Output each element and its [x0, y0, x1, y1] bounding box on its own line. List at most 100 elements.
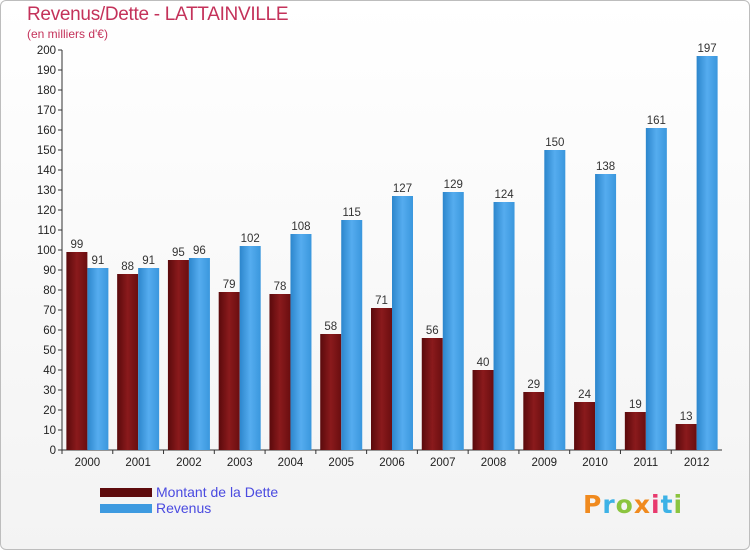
- logo-letter: i: [673, 490, 684, 519]
- y-tick-label: 10: [43, 425, 56, 437]
- y-tick-label: 170: [37, 105, 56, 117]
- bar-dette: [66, 252, 88, 450]
- y-tick-label: 0: [50, 445, 56, 457]
- chart-title: Revenus/Dette - LATTAINVILLE: [27, 4, 289, 25]
- y-tick-label: 130: [37, 185, 56, 197]
- data-label-dette: 19: [629, 399, 642, 411]
- y-tick-label: 90: [43, 265, 56, 277]
- data-label-dette: 58: [324, 321, 337, 333]
- bar-revenus: [544, 150, 566, 450]
- data-label-revenus: 115: [343, 207, 361, 219]
- data-label-dette: 29: [527, 379, 540, 391]
- y-tick-label: 40: [43, 365, 56, 377]
- x-tick-label: 2003: [227, 457, 253, 469]
- bar-dette: [421, 338, 443, 450]
- y-tick-label: 20: [43, 405, 56, 417]
- data-label-dette: 56: [426, 325, 439, 337]
- data-label-dette: 99: [70, 239, 83, 251]
- bars: [66, 56, 718, 450]
- y-tick-label: 30: [43, 385, 56, 397]
- x-tick-label: 2006: [379, 457, 405, 469]
- y-tick-label: 180: [37, 85, 56, 97]
- data-label-dette: 13: [680, 411, 693, 423]
- bar-revenus: [493, 202, 515, 450]
- x-tick-label: 2005: [328, 457, 354, 469]
- x-tick-label: 2011: [633, 457, 658, 469]
- x-tick-label: 2009: [532, 457, 558, 469]
- legend-swatch-revenus: [100, 504, 152, 513]
- y-tick-label: 50: [43, 345, 56, 357]
- y-tick-label: 110: [38, 225, 56, 237]
- bar-dette: [472, 370, 494, 450]
- x-tick-label: 2010: [582, 457, 608, 469]
- y-tick-label: 70: [43, 305, 56, 317]
- y-tick-label: 80: [43, 285, 56, 297]
- bar-revenus: [696, 56, 718, 450]
- bar-dette: [574, 402, 596, 450]
- logo-letter: P: [583, 490, 603, 519]
- data-label-dette: 88: [121, 261, 134, 273]
- logo-letter: i: [651, 490, 661, 519]
- bar-dette: [218, 292, 240, 450]
- y-tick-label: 200: [37, 45, 56, 57]
- x-tick-label: 2004: [278, 457, 304, 469]
- data-label-revenus: 127: [393, 183, 412, 195]
- x-tick-label: 2012: [684, 457, 710, 469]
- data-label-revenus: 197: [698, 43, 717, 55]
- bar-revenus: [595, 174, 617, 450]
- data-label-revenus: 96: [193, 245, 206, 257]
- bar-revenus: [341, 220, 363, 450]
- y-tick-label: 120: [37, 205, 56, 217]
- bar-dette: [167, 260, 189, 450]
- data-label-revenus: 124: [494, 189, 514, 201]
- bar-dette: [371, 308, 392, 450]
- data-label-dette: 71: [375, 295, 388, 307]
- data-label-dette: 95: [172, 247, 185, 259]
- logo-letter: o: [615, 490, 634, 519]
- bar-dette: [117, 274, 139, 450]
- bar-revenus: [290, 234, 312, 450]
- bar-revenus: [645, 128, 667, 450]
- data-label-dette: 78: [274, 281, 287, 293]
- y-tick-label: 150: [37, 145, 56, 157]
- data-label-revenus: 161: [647, 115, 666, 127]
- data-label-revenus: 91: [91, 255, 104, 267]
- legend-swatch-debt: [100, 488, 152, 497]
- bar-dette: [624, 412, 646, 450]
- value-labels: 99 91 88 91 95 96 79 102 78 108 58 115 71 127 56 129 40 1…: [70, 43, 716, 423]
- bar-revenus: [138, 268, 160, 450]
- logo-letter: x: [633, 490, 651, 519]
- bar-revenus: [239, 246, 261, 450]
- x-tick-label: 2001: [125, 457, 151, 469]
- bar-dette: [320, 334, 342, 450]
- data-label-revenus: 129: [444, 179, 463, 191]
- data-label-dette: 40: [477, 357, 490, 369]
- data-label-revenus: 102: [241, 233, 260, 245]
- bar-dette: [523, 392, 545, 450]
- data-label-revenus: 138: [596, 161, 615, 173]
- bar-revenus: [442, 192, 464, 450]
- bar-revenus: [188, 258, 210, 450]
- bar-revenus: [87, 268, 109, 450]
- data-label-revenus: 150: [545, 137, 564, 149]
- data-label-dette: 79: [223, 279, 236, 291]
- x-tick-label: 2008: [481, 457, 507, 469]
- legend-label-debt: Montant de la Dette: [156, 484, 279, 500]
- y-tick-label: 160: [37, 125, 56, 137]
- x-tick-label: 2007: [430, 457, 456, 469]
- data-label-revenus: 91: [142, 255, 155, 267]
- bar-dette: [269, 294, 291, 450]
- y-tick-label: 140: [37, 165, 56, 177]
- y-tick-label: 100: [37, 245, 56, 257]
- y-tick-label: 60: [43, 325, 56, 337]
- chart-subtitle: (en milliers d'€): [27, 27, 108, 41]
- data-label-dette: 24: [578, 389, 591, 401]
- y-tick-label: 190: [37, 65, 56, 77]
- proxiti-logo: Proxiti: [583, 490, 683, 519]
- data-label-revenus: 108: [291, 221, 310, 233]
- axes: 0 10 20 30 40 50 60 70 80 90 100 110 120 130 140 150 160…: [37, 45, 722, 469]
- x-tick-label: 2002: [176, 457, 202, 469]
- logo-letter: t: [660, 490, 674, 519]
- legend-label-revenus: Revenus: [156, 500, 212, 516]
